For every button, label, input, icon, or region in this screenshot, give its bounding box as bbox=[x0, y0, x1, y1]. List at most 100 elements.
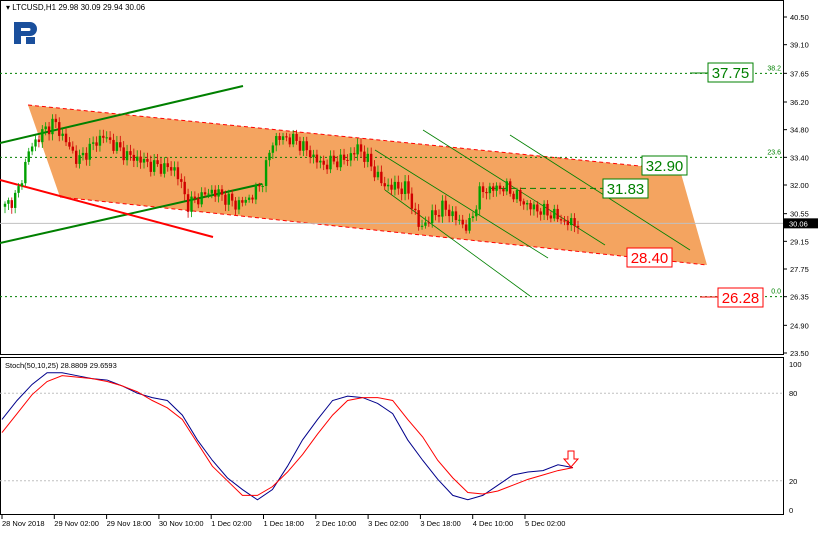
label-28-40-box bbox=[626, 247, 673, 268]
candle-body bbox=[254, 185, 258, 200]
candle-body bbox=[75, 150, 78, 164]
dropdown-icon[interactable]: ▾ bbox=[6, 3, 11, 12]
candle-body bbox=[451, 211, 454, 217]
candle-body bbox=[498, 185, 502, 190]
candle-body bbox=[495, 185, 498, 191]
candle-body bbox=[475, 209, 478, 217]
candle-body bbox=[119, 142, 122, 148]
candle-body bbox=[47, 126, 51, 135]
candle-body bbox=[108, 137, 112, 140]
stoch-y-label: 100 bbox=[789, 360, 802, 369]
candle-body bbox=[210, 189, 214, 194]
candle-body bbox=[302, 141, 305, 151]
candle-body bbox=[34, 139, 37, 147]
candle-body bbox=[512, 193, 515, 200]
candle-body bbox=[444, 200, 447, 210]
candle-body bbox=[85, 152, 88, 160]
candle-body bbox=[88, 143, 91, 160]
candle-body bbox=[441, 200, 444, 217]
candle-body bbox=[420, 225, 424, 227]
candle-body bbox=[3, 203, 7, 207]
candle-body bbox=[227, 193, 230, 205]
stoch-y-label: 20 bbox=[789, 477, 797, 486]
candle-body bbox=[485, 192, 488, 194]
stoch-y-label: 0 bbox=[789, 506, 793, 515]
candle-body bbox=[24, 161, 27, 184]
candle-body bbox=[281, 136, 285, 140]
candle-body bbox=[403, 181, 407, 195]
candle-body bbox=[17, 186, 20, 193]
candle-body bbox=[458, 219, 461, 221]
candle-body bbox=[268, 152, 271, 161]
candle-body bbox=[539, 211, 542, 215]
candle-body bbox=[298, 140, 302, 151]
candle-body bbox=[349, 153, 353, 161]
y-tick-label: 24.90 bbox=[790, 321, 809, 330]
candle-body bbox=[81, 152, 85, 156]
candle-body bbox=[492, 186, 495, 191]
candle-body bbox=[563, 220, 566, 222]
candle-body bbox=[230, 193, 234, 201]
candle-body bbox=[380, 171, 383, 184]
candle-body bbox=[190, 196, 193, 212]
candle-body bbox=[336, 161, 339, 168]
candle-body bbox=[173, 167, 176, 171]
candle-body bbox=[247, 197, 251, 200]
candle-body bbox=[68, 142, 71, 147]
green-parallel-line bbox=[509, 134, 691, 251]
candle-body bbox=[58, 122, 61, 136]
candle-body bbox=[546, 203, 549, 216]
label-26-28: 26.28 bbox=[722, 290, 760, 307]
candle-body bbox=[234, 200, 237, 210]
candle-body bbox=[393, 181, 397, 190]
candle-body bbox=[353, 153, 356, 155]
candle-body bbox=[163, 163, 166, 174]
candle-body bbox=[410, 193, 414, 209]
candle-body bbox=[363, 151, 366, 162]
candle-body bbox=[54, 118, 58, 123]
candle-body bbox=[285, 136, 288, 138]
candle-body bbox=[325, 164, 329, 170]
candle-body bbox=[295, 133, 298, 141]
candle-body bbox=[98, 135, 102, 146]
candle-body bbox=[390, 184, 393, 190]
candle-body bbox=[431, 210, 434, 224]
candle-body bbox=[91, 142, 95, 144]
candle-body bbox=[505, 181, 508, 192]
label-28-40: 28.40 bbox=[631, 250, 669, 267]
ohlc: 29.98 30.09 29.94 30.06 bbox=[58, 3, 146, 12]
candle-body bbox=[519, 190, 522, 202]
candle-body bbox=[437, 215, 441, 217]
candle-body bbox=[156, 160, 159, 165]
x-tick-label: 28 Nov 2018 bbox=[2, 519, 45, 528]
candle-body bbox=[397, 181, 400, 189]
candle-body bbox=[573, 218, 576, 226]
candle-body bbox=[342, 154, 346, 160]
candle-body bbox=[197, 198, 200, 205]
y-tick-label: 39.10 bbox=[790, 41, 809, 50]
label-26-28-box bbox=[717, 287, 764, 308]
candle-body bbox=[386, 184, 390, 187]
candle-body bbox=[536, 204, 539, 212]
candle-body bbox=[95, 142, 98, 146]
candle-body bbox=[176, 167, 180, 180]
candle-body bbox=[502, 189, 505, 192]
candle-body bbox=[315, 154, 319, 163]
x-tick-label: 1 Dec 02:00 bbox=[211, 519, 251, 528]
y-tick-label: 27.75 bbox=[790, 265, 809, 274]
candle-body bbox=[515, 190, 519, 200]
candle-body bbox=[356, 144, 359, 155]
candle-body bbox=[471, 216, 475, 219]
candle-body bbox=[549, 215, 553, 219]
candle-body bbox=[115, 142, 119, 151]
candle-body bbox=[180, 179, 183, 182]
candle-body bbox=[468, 218, 471, 231]
down-arrow-icon bbox=[562, 450, 580, 468]
candle-body bbox=[329, 155, 332, 170]
y-tick-label: 34.80 bbox=[790, 126, 809, 135]
candle-body bbox=[139, 156, 142, 163]
y-tick-label: 30.55 bbox=[790, 210, 809, 219]
stoch-pane bbox=[0, 357, 784, 515]
candle-body bbox=[129, 151, 132, 155]
